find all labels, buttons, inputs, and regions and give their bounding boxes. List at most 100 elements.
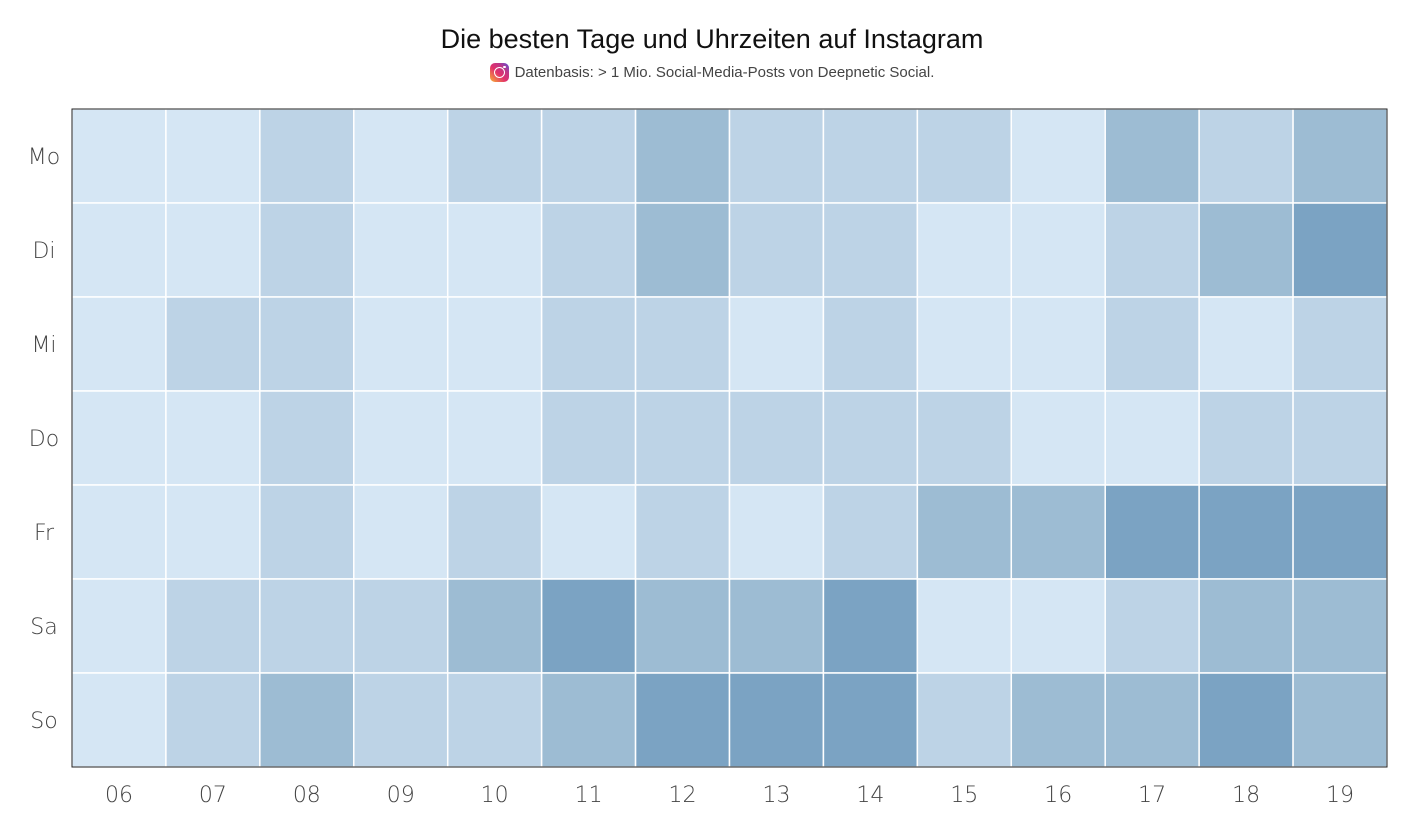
heatmap-cell-Do-17: [1104, 390, 1200, 486]
heatmap-cell-Mo-14: [822, 108, 919, 204]
y-tick-label: Sa: [30, 615, 57, 640]
heatmap-cell-Do-12: [634, 390, 731, 486]
x-tick-label: 08: [293, 783, 321, 808]
heatmap-cell-Sa-12: [634, 578, 731, 674]
heatmap-cell-Fr-10: [446, 484, 543, 580]
heatmap-cell-Do-19: [1292, 390, 1388, 486]
heatmap-cell-Di-18: [1198, 202, 1294, 298]
heatmap-cell-So-10: [446, 672, 543, 768]
x-tick-label: 13: [762, 783, 790, 808]
heatmap-cell-Mi-09: [353, 296, 449, 392]
x-tick-label: 18: [1232, 783, 1260, 808]
chart-subtitle: Datenbasis: > 1 Mio. Social-Media-Posts …: [514, 64, 935, 81]
y-tick-label: Di: [32, 239, 55, 264]
heatmap-cell-Fr-06: [71, 484, 167, 580]
heatmap-cell-Mi-07: [165, 296, 261, 392]
x-tick-label: 06: [105, 783, 133, 808]
heatmap-cell-Sa-18: [1198, 578, 1294, 674]
heatmap-cell-Sa-13: [728, 578, 825, 674]
heatmap-cell-Do-10: [446, 390, 543, 486]
heatmap-cell-So-17: [1104, 672, 1200, 768]
heatmap-cell-Do-06: [71, 390, 167, 486]
heatmap-cell-Mi-19: [1292, 296, 1388, 392]
x-tick-label: 09: [387, 783, 415, 808]
heatmap-cell-So-16: [1010, 672, 1106, 768]
heatmap-cell-Mi-14: [822, 296, 919, 392]
heatmap-cell-Di-12: [634, 202, 731, 298]
y-tick-label: Mi: [31, 333, 56, 358]
x-tick-label: 12: [669, 783, 697, 808]
x-tick-label: 15: [950, 783, 978, 808]
heatmap-cell-Di-07: [165, 202, 261, 298]
heatmap-cell-Fr-14: [822, 484, 919, 580]
heatmap-cell-Di-13: [728, 202, 825, 298]
heatmap-cell-Do-09: [353, 390, 449, 486]
x-tick-label: 17: [1138, 783, 1166, 808]
heatmap-cell-So-14: [822, 672, 919, 768]
heatmap-cell-Mo-19: [1292, 108, 1388, 204]
heatmap-cell-Fr-09: [353, 484, 449, 580]
x-tick-label: 10: [481, 783, 509, 808]
heatmap-cell-Do-15: [916, 390, 1013, 486]
heatmap-cell-Di-14: [822, 202, 919, 298]
heatmap-cell-So-19: [1292, 672, 1388, 768]
heatmap-cells: [71, 108, 1388, 768]
heatmap-cell-Mo-11: [540, 108, 637, 204]
heatmap-cell-Di-19: [1292, 202, 1388, 298]
heatmap-cell-So-07: [165, 672, 261, 768]
y-tick-label: Fr: [34, 521, 55, 546]
heatmap-cell-Fr-18: [1198, 484, 1294, 580]
heatmap-cell-Fr-11: [540, 484, 637, 580]
heatmap-cell-Mi-12: [634, 296, 731, 392]
heatmap-cell-Fr-19: [1292, 484, 1388, 580]
heatmap-cell-Di-06: [71, 202, 167, 298]
heatmap-cell-Sa-06: [71, 578, 167, 674]
heatmap-cell-Mo-10: [446, 108, 543, 204]
heatmap-cell-Di-08: [259, 202, 355, 298]
heatmap-cell-Do-13: [728, 390, 825, 486]
x-tick-label: 07: [199, 783, 227, 808]
heatmap-cell-Mo-15: [916, 108, 1013, 204]
heatmap-cell-Sa-14: [822, 578, 919, 674]
heatmap-cell-Do-11: [540, 390, 637, 486]
heatmap-cell-Do-18: [1198, 390, 1294, 486]
heatmap-cell-Mo-08: [259, 108, 355, 204]
heatmap-cell-Mo-17: [1104, 108, 1200, 204]
chart-subtitle-row: Datenbasis: > 1 Mio. Social-Media-Posts …: [0, 63, 1424, 82]
heatmap-cell-Di-16: [1010, 202, 1106, 298]
heatmap-cell-So-18: [1198, 672, 1294, 768]
heatmap-cell-Di-09: [353, 202, 449, 298]
plot-border: [71, 108, 1388, 768]
heatmap-cell-Mo-06: [71, 108, 167, 204]
heatmap-cell-Mi-06: [71, 296, 167, 392]
heatmap-cell-Di-11: [540, 202, 637, 298]
heatmap-cell-Do-16: [1010, 390, 1106, 486]
x-tick-label: 11: [575, 783, 603, 808]
heatmap-cell-Sa-11: [540, 578, 637, 674]
heatmap-cell-Di-10: [446, 202, 543, 298]
heatmap-cell-Mi-10: [446, 296, 543, 392]
heatmap-cell-Sa-10: [446, 578, 543, 674]
x-tick-label: 14: [856, 783, 884, 808]
heatmap-cell-Fr-17: [1104, 484, 1200, 580]
heatmap-cell-Mi-15: [916, 296, 1013, 392]
heatmap-cell-Fr-12: [634, 484, 731, 580]
heatmap-cell-Do-14: [822, 390, 919, 486]
heatmap-cell-So-08: [259, 672, 355, 768]
heatmap-cell-Di-15: [916, 202, 1013, 298]
y-tick-label: Mo: [28, 145, 60, 170]
heatmap-cell-Do-08: [259, 390, 355, 486]
heatmap-cell-Mi-18: [1198, 296, 1294, 392]
heatmap-cell-So-09: [353, 672, 449, 768]
heatmap-cell-Di-17: [1104, 202, 1200, 298]
heatmap-cell-Mi-16: [1010, 296, 1106, 392]
heatmap-cell-Sa-09: [353, 578, 449, 674]
heatmap-cell-So-12: [634, 672, 731, 768]
y-tick-label: So: [30, 709, 57, 734]
heatmap-cell-Mo-13: [728, 108, 825, 204]
heatmap-cell-Mo-18: [1198, 108, 1294, 204]
heatmap-cell-Sa-07: [165, 578, 261, 674]
heatmap-cell-Mi-13: [728, 296, 825, 392]
x-tick-label: 16: [1044, 783, 1072, 808]
